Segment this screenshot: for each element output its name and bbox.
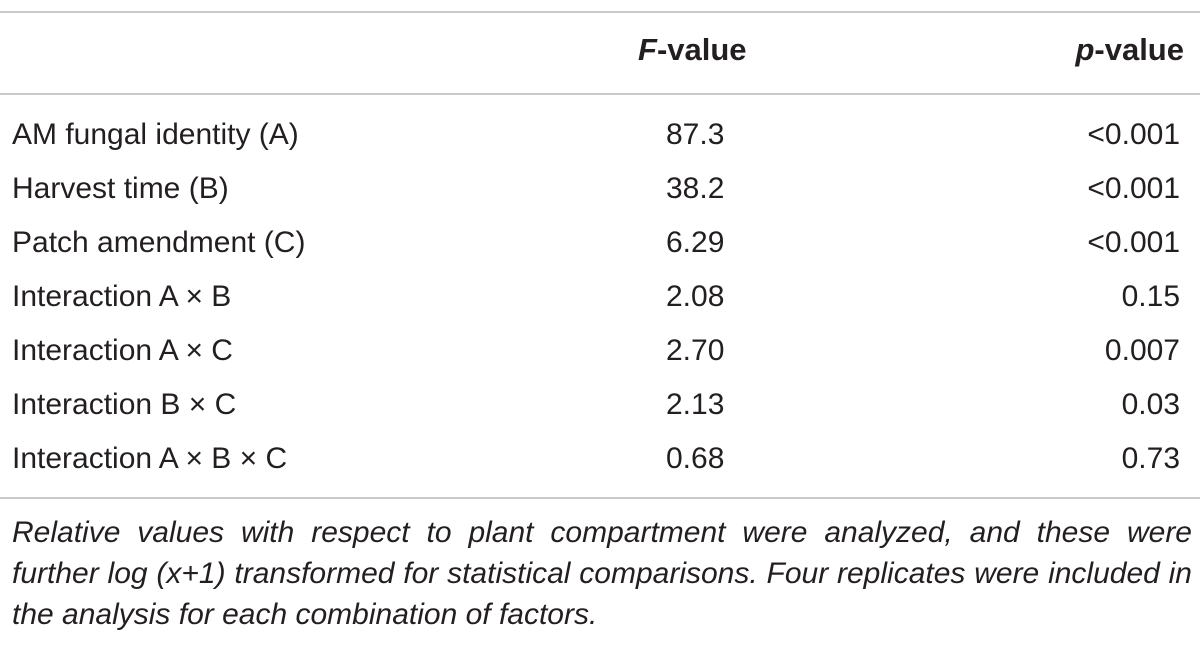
table-footnote: Relative values with respect to plant co…: [12, 516, 1192, 631]
header-rule: [0, 93, 1200, 95]
p-value-header: p-value: [1075, 28, 1184, 72]
p-value-cell: 0.03: [1121, 388, 1180, 421]
f-value-cell: 2.08: [666, 280, 725, 313]
p-value-cell: <0.001: [1087, 172, 1180, 205]
factor-label: AM fungal identity (A): [12, 118, 299, 151]
table-bottom-rule: [0, 497, 1200, 499]
p-value-header-rest: -value: [1094, 32, 1184, 67]
f-value-cell: 6.29: [666, 226, 725, 259]
f-value-header: F-value: [638, 28, 747, 72]
factor-label: Patch amendment (C): [12, 226, 306, 259]
table-row: AM fungal identity (A) 87.3 <0.001: [0, 108, 1200, 162]
p-value-cell: 0.007: [1104, 334, 1180, 367]
f-value-cell: 0.68: [666, 442, 725, 475]
table-row: Harvest time (B) 38.2 <0.001: [0, 162, 1200, 216]
f-value-cell: 2.70: [666, 334, 725, 367]
table-row: Interaction A × B × C 0.68 0.73: [0, 432, 1200, 486]
factor-label: Harvest time (B): [12, 172, 229, 205]
table-row: Interaction B × C 2.13 0.03: [0, 378, 1200, 432]
table-row: Patch amendment (C) 6.29 <0.001: [0, 216, 1200, 270]
factor-label: Interaction A × B: [12, 280, 232, 313]
f-value-header-rest: -value: [656, 32, 747, 67]
f-value-header-italic: F: [638, 32, 657, 67]
f-value-cell: 2.13: [666, 388, 725, 421]
table-row: Interaction A × B 2.08 0.15: [0, 270, 1200, 324]
p-value-cell: <0.001: [1087, 118, 1180, 151]
f-value-cell: 38.2: [666, 172, 725, 205]
factor-label: Interaction A × B × C: [12, 442, 288, 475]
f-value-cell: 87.3: [666, 118, 725, 151]
table-row: Interaction A × C 2.70 0.007: [0, 324, 1200, 378]
factor-label: Interaction B × C: [12, 388, 237, 421]
p-value-cell: <0.001: [1087, 226, 1180, 259]
table-top-rule: [0, 11, 1200, 13]
p-value-cell: 0.15: [1121, 280, 1180, 313]
p-value-header-italic: p: [1075, 32, 1095, 67]
p-value-cell: 0.73: [1121, 442, 1180, 475]
factor-label: Interaction A × C: [12, 334, 233, 367]
